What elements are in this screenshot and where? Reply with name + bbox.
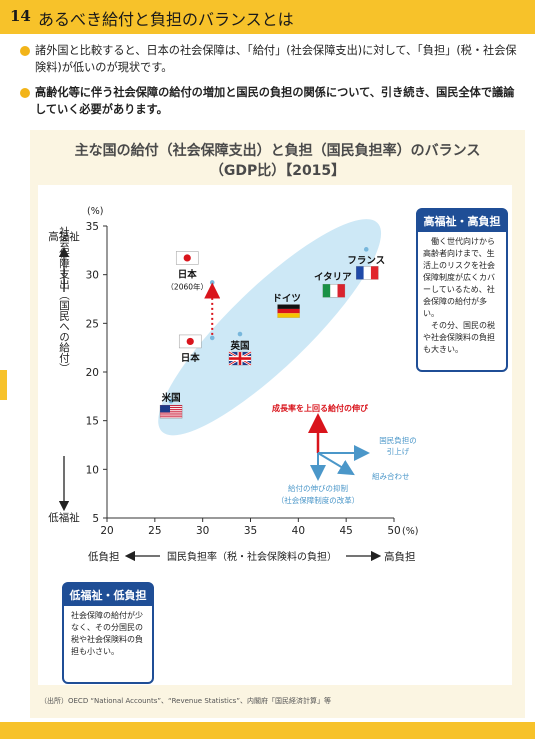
source-note: （出所）OECD “National Accounts”、“Revenue St… xyxy=(40,697,331,705)
flag-sun xyxy=(183,254,191,262)
flag-stripe xyxy=(160,407,183,408)
data-point-sublabel: （2060年） xyxy=(166,281,208,291)
combination-label: 組み合わせ xyxy=(372,471,410,481)
footer-bar xyxy=(0,722,535,739)
chart-title-line1: 主な国の給付（社会保障支出）と負担（国民負担率）のバランス xyxy=(74,143,481,159)
uk-flag xyxy=(228,351,252,367)
y-axis-label: 社会保障支出（国民への給付） xyxy=(58,226,70,374)
x-low-label: 低負担 xyxy=(88,550,120,563)
y-high-label: 高福祉 xyxy=(48,230,80,243)
x-tick-label: 20 xyxy=(100,525,113,537)
data-point-label: 日本 xyxy=(178,268,198,280)
flag-stripe xyxy=(160,410,183,412)
data-point-label: 日本 xyxy=(181,352,201,364)
y-tick-label: 15 xyxy=(86,416,99,428)
flag-sun xyxy=(186,337,194,346)
flag-canton xyxy=(160,405,170,413)
flag-stripe xyxy=(277,313,300,318)
low-welfare-box-title: 低福祉・低負担 xyxy=(64,584,152,606)
y-unit-label: (%) xyxy=(87,206,103,217)
bullet-text-1: 諸外国と比較すると、日本の社会保障は、「給付」(社会保障支出)に対して、「負担」… xyxy=(35,44,517,74)
flag-stripe xyxy=(160,416,183,418)
italy-flag xyxy=(322,283,346,298)
burden-right-label-2: 引上げ xyxy=(387,447,410,456)
section-number: 14 xyxy=(10,7,31,25)
flag-stripe xyxy=(277,304,300,309)
flag-stripe xyxy=(160,414,183,416)
y-tick-label: 20 xyxy=(86,367,99,379)
x-high-label: 高負担 xyxy=(384,550,416,563)
france-flag xyxy=(356,266,379,280)
burden-right-label-1: 国民負担の xyxy=(379,435,417,445)
restrain-down-label-2: （社会保障制度の改革） xyxy=(277,495,360,505)
data-point xyxy=(168,398,174,404)
x-tick-label: 40 xyxy=(292,525,305,537)
data-point-label: フランス xyxy=(347,255,385,266)
data-point-label: 米国 xyxy=(161,392,181,404)
data-point-label: イタリア xyxy=(314,271,352,283)
data-point xyxy=(209,335,215,341)
high-welfare-box-title: 高福祉・高負担 xyxy=(418,210,506,232)
section-title: あるべき給付と負担のバランスとは xyxy=(38,10,294,29)
growth-up-label: 成長率を上回る給付の伸び xyxy=(272,403,368,413)
chart-title-line2: （GDP比）【2015】 xyxy=(209,163,346,179)
bullet-dot-icon xyxy=(20,88,30,98)
japan-flag xyxy=(178,334,202,349)
y-tick-label: 35 xyxy=(86,221,99,233)
y-tick-label: 30 xyxy=(86,270,99,282)
low-welfare-box: 低福祉・低負担 社会保障の給付が少なく、その分国民の税や社会保険料の負担も小さい… xyxy=(62,582,154,684)
flag-stripe xyxy=(356,266,364,280)
high-welfare-box: 高福祉・高負担 働く世代向けから高齢者向けまで、生活上のリスクを社会保障制度が広… xyxy=(416,208,508,372)
combination-arrow xyxy=(317,452,355,476)
y-tick-label: 5 xyxy=(92,513,99,525)
side-tab-marker xyxy=(0,370,7,400)
japan-flag xyxy=(175,251,199,265)
low-welfare-box-body: 社会保障の給付が少なく、その分国民の税や社会保険料の負担も小さい。 xyxy=(71,611,143,656)
y-tick-label: 10 xyxy=(86,464,99,476)
germany-flag xyxy=(277,304,300,318)
flag-stripe xyxy=(337,284,345,298)
y-low-label: 低福祉 xyxy=(48,511,80,524)
section-header: 14 あるべき給付と負担のバランスとは xyxy=(0,0,535,34)
x-tick-label: 25 xyxy=(148,525,161,537)
x-axis-label: 国民負担率（税・社会保険料の負担） xyxy=(167,550,337,563)
flag-stripe xyxy=(370,266,379,280)
bullet-dot-icon xyxy=(20,46,30,56)
data-point-label: ドイツ xyxy=(272,294,301,305)
x-tick-label: 45 xyxy=(339,525,352,537)
y-tick-label: 25 xyxy=(86,318,99,330)
data-point xyxy=(363,247,369,252)
x-tick-label: 30 xyxy=(196,525,209,537)
high-welfare-box-body: 働く世代向けから高齢者向けまで、生活上のリスクを社会保障制度が広くカバーしている… xyxy=(423,237,495,354)
data-point-label: 英国 xyxy=(230,340,249,352)
x-tick-label: 35 xyxy=(244,525,257,537)
welfare-distribution-band xyxy=(158,219,382,436)
data-point xyxy=(237,331,243,337)
flag-cross xyxy=(228,357,251,360)
x-unit-label: (%) xyxy=(402,526,418,537)
us-flag xyxy=(159,404,183,419)
bullet-text-2: 高齢化等に伴う社会保障の給付の増加と国民の負担の関係について、引き続き、国民全体… xyxy=(35,86,515,116)
flag-stripe xyxy=(160,408,183,410)
flag-stripe xyxy=(160,412,183,414)
restrain-down-label-1: 給付の伸びの抑制 xyxy=(288,483,348,493)
data-point xyxy=(209,280,215,285)
flag-stripe xyxy=(160,405,183,407)
flag-stripe xyxy=(322,284,331,298)
chart-title: 主な国の給付（社会保障支出）と負担（国民負担率）のバランス （GDP比）【201… xyxy=(30,141,525,181)
flag-stripe xyxy=(277,308,300,314)
x-tick-label: 50 xyxy=(387,525,400,537)
